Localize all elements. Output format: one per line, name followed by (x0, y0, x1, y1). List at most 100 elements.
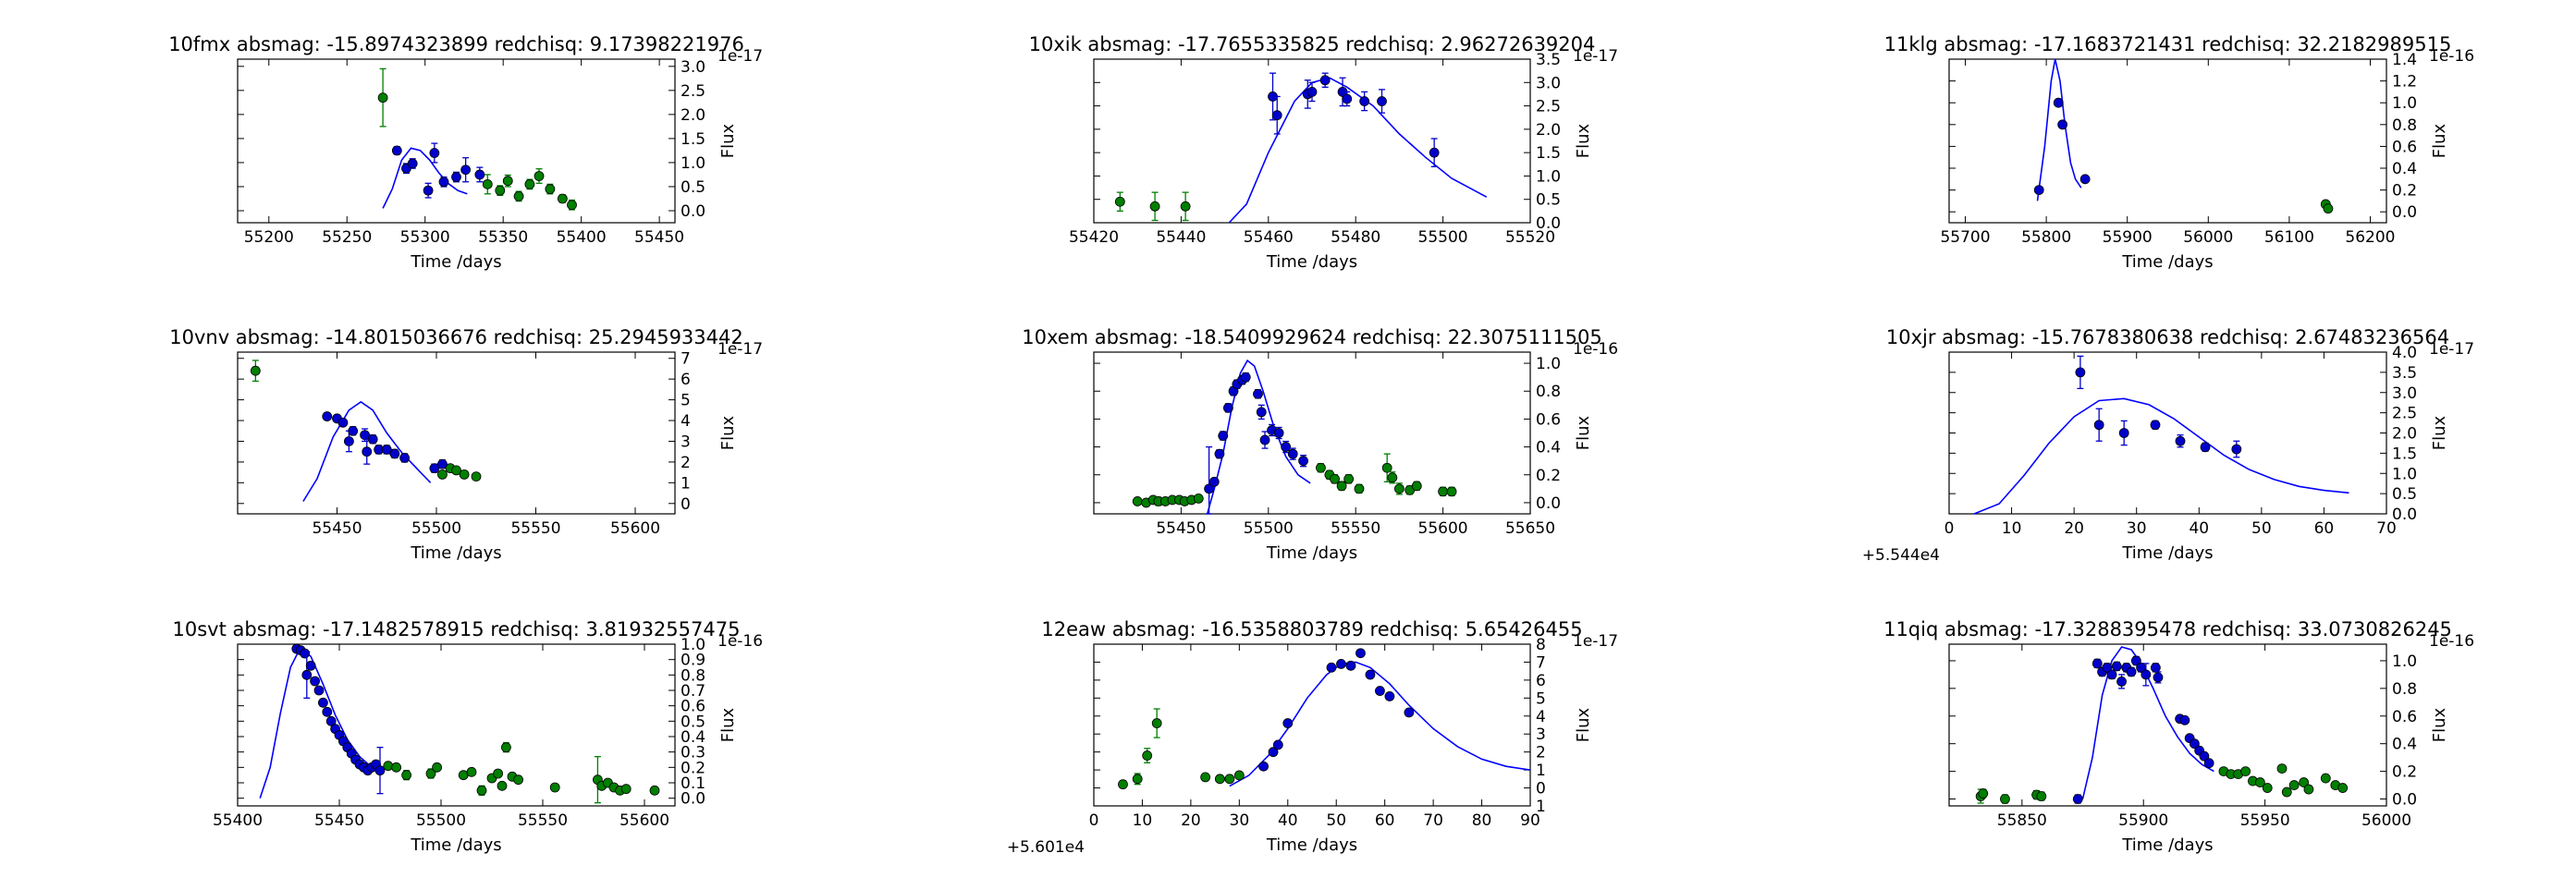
green-data-point (1200, 772, 1211, 783)
blue-data-point (1259, 434, 1270, 445)
x-tick-label: 0 (1089, 811, 1099, 830)
blue-data-point (2118, 428, 2129, 438)
y-tick-label: 0.5 (681, 178, 705, 197)
x-tick-label: 55450 (1156, 519, 1206, 538)
x-tick-label: 55700 (1940, 228, 1990, 247)
blue-data-point (2106, 669, 2117, 680)
axes-frame (1948, 643, 2387, 807)
green-data-point (2288, 780, 2300, 790)
green-data-point (377, 92, 388, 104)
green-data-point (250, 365, 261, 376)
green-data-point (432, 762, 443, 773)
x-tick-label: 56000 (2183, 228, 2233, 247)
y-tick-label: 0.8 (681, 666, 705, 685)
x-offset-text: +5.544e4 (1862, 546, 1940, 565)
x-tick-label: 55600 (610, 519, 660, 538)
x-tick-label: 55350 (478, 228, 528, 247)
x-tick-label: 55550 (1331, 519, 1380, 538)
y-axis-label: Flux (2430, 415, 2449, 450)
green-data-point (1411, 481, 1422, 492)
y-tick-label: 0.8 (2392, 116, 2417, 135)
model-curve (2036, 58, 2082, 201)
axes-frame (1093, 351, 1531, 515)
x-tick-label: 55500 (1244, 519, 1294, 538)
y-tick-label: 0.1 (681, 774, 705, 793)
blue-data-point (1208, 476, 1220, 487)
y-tick-label: 1.0 (2392, 94, 2417, 113)
blue-data-point (301, 669, 313, 680)
x-axis-label: Time /days (1266, 543, 1357, 563)
y-tick-label: 0.0 (681, 790, 705, 809)
blue-data-point (1336, 658, 1346, 669)
y-tick-label: 3 (1536, 725, 1546, 744)
y-tick-label: 1 (1536, 762, 1546, 780)
y-tick-label: 0.5 (2392, 485, 2417, 504)
blue-data-point (2203, 758, 2214, 769)
y-axis-label: Flux (2430, 707, 2449, 742)
panel-title: 10xjr absmag: -15.7678380638 redchisq: 2… (1886, 326, 2449, 348)
y-tick-label: 1.0 (681, 636, 705, 654)
y-tick-label: 1.0 (681, 154, 705, 173)
blue-data-point (2126, 666, 2137, 677)
y-axis-label: Flux (718, 415, 738, 450)
green-data-point (2323, 203, 2334, 214)
y-axis-label: Flux (718, 707, 738, 742)
x-tick-label: 10 (1133, 811, 1153, 830)
blue-data-point (2153, 672, 2164, 683)
x-tick-label: 56200 (2345, 228, 2395, 247)
blue-data-point (2199, 750, 2210, 762)
y-tick-label: 1.0 (2392, 652, 2417, 671)
x-tick-label: 55400 (213, 811, 263, 830)
y-tick-label: 4.0 (2392, 344, 2417, 362)
y-tick-label: 2.0 (1536, 121, 1561, 140)
y-tick-label: 0.4 (1536, 439, 1561, 457)
y-tick-label: 0.5 (681, 713, 705, 731)
green-data-point (482, 178, 493, 189)
green-data-point (567, 200, 577, 211)
panel-title: 11klg absmag: -17.1683721431 redchisq: 3… (1884, 33, 2452, 55)
x-tick-label: 0 (1944, 519, 1955, 538)
y-tick-label: 1.0 (2392, 465, 2417, 483)
green-data-point (620, 784, 632, 795)
y-tick-label: 2.5 (2392, 405, 2417, 423)
x-tick-label: 55420 (1069, 228, 1119, 247)
x-axis-label: Time /days (1266, 252, 1357, 272)
y-tick-label: 3.0 (681, 58, 705, 77)
blue-data-point (317, 697, 328, 708)
green-data-point (1151, 718, 1162, 728)
y-tick-label: 0.2 (2392, 763, 2417, 782)
y-tick-label: 4 (681, 412, 691, 431)
axes-frame (237, 58, 676, 224)
y-tick-label: 0.2 (681, 759, 705, 777)
green-data-point (1132, 774, 1143, 785)
panel-5: 10xem absmag: -18.5409929624 redchisq: 2… (1022, 326, 1618, 563)
green-data-point (493, 768, 503, 779)
blue-data-point (1404, 707, 1415, 718)
y-tick-label: 4 (1536, 708, 1546, 726)
x-tick-label: 55550 (510, 519, 560, 538)
x-axis-label: Time /days (1266, 835, 1357, 855)
green-data-point (2303, 784, 2314, 795)
y-tick-label: 3.5 (1536, 51, 1561, 69)
x-tick-label: 56000 (2361, 811, 2411, 830)
x-tick-label: 40 (1278, 811, 1298, 830)
blue-data-point (437, 458, 448, 469)
x-tick-label: 55400 (557, 228, 607, 247)
y-offset-text: 1e-17 (718, 47, 763, 66)
blue-data-point (2093, 420, 2104, 431)
x-tick-label: 50 (1326, 811, 1346, 830)
blue-data-point (389, 448, 400, 459)
green-data-point (1224, 774, 1235, 785)
y-tick-label: 0.7 (681, 682, 705, 701)
y-tick-label: 0.4 (2392, 160, 2417, 178)
y-tick-label: 5 (681, 392, 691, 410)
blue-data-point (1429, 147, 1440, 158)
x-tick-label: 55600 (1418, 519, 1468, 538)
x-tick-label: 55900 (2118, 811, 2168, 830)
model-curve (382, 147, 468, 209)
blue-data-point (2033, 185, 2044, 196)
y-tick-label: 0.6 (1536, 410, 1561, 429)
y-tick-label: 0.6 (2392, 138, 2417, 156)
x-tick-label: 55550 (518, 811, 568, 830)
